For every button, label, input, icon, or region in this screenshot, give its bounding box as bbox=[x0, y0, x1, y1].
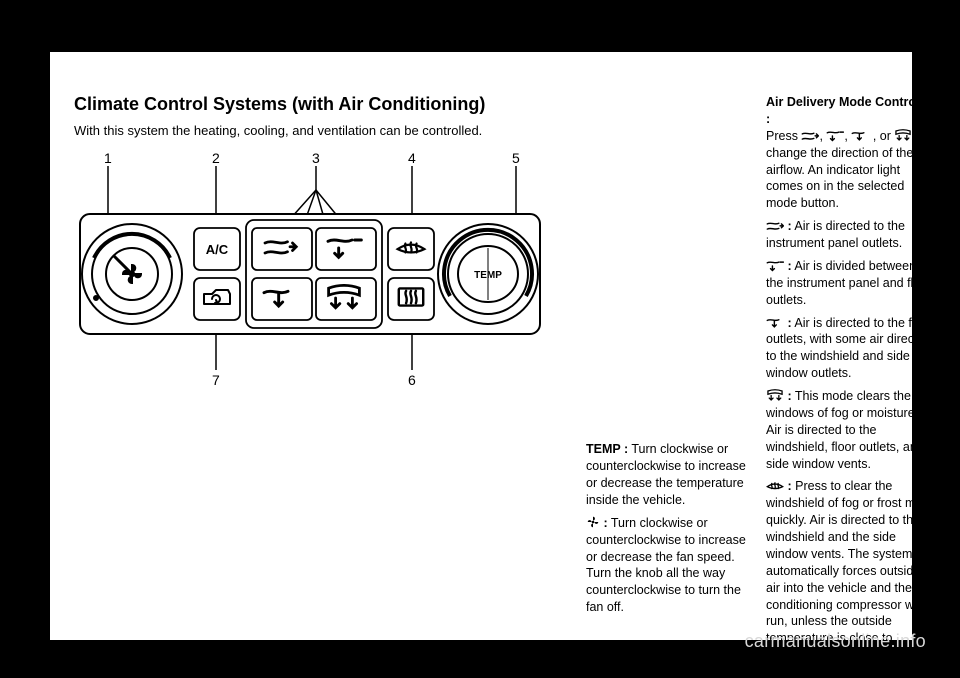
intro-a: Press bbox=[766, 129, 801, 143]
temp-lead: TEMP : bbox=[586, 442, 628, 456]
left-column: Climate Control Systems (with Air Condit… bbox=[74, 94, 574, 622]
manual-page: Climate Control Systems (with Air Condit… bbox=[50, 52, 912, 640]
floor-icon bbox=[851, 129, 869, 143]
climate-control-diagram: 1 2 3 4 5 6 7 bbox=[74, 148, 546, 394]
fan-knob bbox=[82, 224, 182, 324]
temp-knob: TEMP bbox=[438, 224, 538, 324]
bilevel-icon bbox=[766, 259, 784, 273]
bilevel-icon bbox=[826, 129, 844, 143]
callout-4: 4 bbox=[408, 150, 416, 166]
air-delivery-header-para: Air Delivery Mode Controls : Press , , ,… bbox=[766, 94, 934, 212]
callout-5: 5 bbox=[512, 150, 520, 166]
defrost-icon bbox=[766, 479, 784, 493]
temp-paragraph: TEMP : Turn clockwise or counterclockwis… bbox=[586, 441, 754, 509]
fan-icon bbox=[586, 516, 600, 530]
floordef-icon bbox=[766, 389, 784, 403]
callout-3: 3 bbox=[312, 150, 320, 166]
right-column: Air Delivery Mode Controls : Press , , ,… bbox=[766, 94, 934, 622]
temp-knob-label: TEMP bbox=[474, 270, 502, 281]
floordef-para: : This mode clears the windows of fog or… bbox=[766, 388, 934, 472]
watermark: carmanualsonline.info bbox=[745, 631, 926, 652]
vent-para: : Air is directed to the instrument pane… bbox=[766, 218, 934, 252]
floor-body: Air is directed to the floor outlets, wi… bbox=[766, 316, 933, 381]
floor-para: : Air is directed to the floor outlets, … bbox=[766, 315, 934, 383]
bilevel-para: : Air is divided between the instrument … bbox=[766, 258, 934, 309]
page-title: Climate Control Systems (with Air Condit… bbox=[74, 94, 574, 115]
fan-body: Turn clockwise or counterclockwise to in… bbox=[586, 516, 746, 614]
air-delivery-header: Air Delivery Mode Controls : bbox=[766, 95, 926, 126]
floordef-icon bbox=[894, 129, 912, 143]
callout-2: 2 bbox=[212, 150, 220, 166]
callout-7: 7 bbox=[212, 372, 220, 388]
control-panel-svg: TEMP A/C bbox=[74, 148, 546, 394]
middle-column: TEMP : Turn clockwise or counterclockwis… bbox=[586, 94, 754, 622]
callout-1: 1 bbox=[104, 150, 112, 166]
ac-button-label: A/C bbox=[206, 242, 229, 257]
intro-d: , or bbox=[869, 129, 894, 143]
fan-paragraph: : Turn clockwise or counterclockwise to … bbox=[586, 515, 754, 616]
vent-icon bbox=[766, 219, 784, 233]
callout-6: 6 bbox=[408, 372, 416, 388]
vent-icon bbox=[801, 129, 819, 143]
page-subtitle: With this system the heating, cooling, a… bbox=[74, 123, 574, 138]
floor-icon bbox=[766, 316, 784, 330]
bilevel-body: Air is divided between the instrument pa… bbox=[766, 259, 931, 307]
